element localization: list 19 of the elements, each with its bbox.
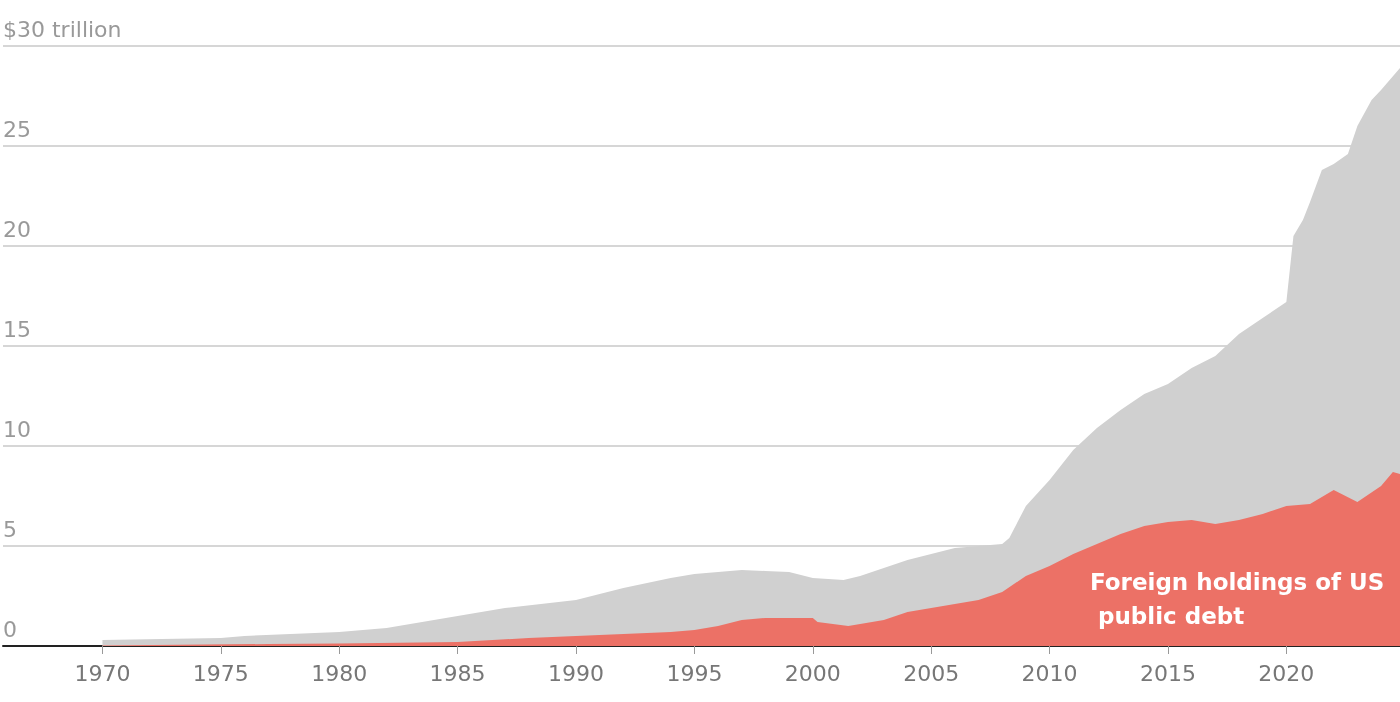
x-tick-label: 2005	[903, 660, 960, 686]
x-tick-label: 1980	[311, 660, 368, 686]
series-label: Foreign holdings of US public debt	[1090, 569, 1385, 629]
y-tick-label: 0	[3, 616, 17, 642]
x-tick-label: 2015	[1139, 660, 1196, 686]
x-tick-label: 1975	[192, 660, 249, 686]
y-tick-label: 20	[3, 216, 31, 242]
y-tick-label: 15	[3, 316, 31, 342]
y-tick-label: 5	[3, 516, 17, 542]
x-tick-label: 1985	[429, 660, 486, 686]
y-tick-label: 25	[3, 116, 31, 142]
x-tick-label: 1995	[666, 660, 723, 686]
y-tick-label: $30 trillion	[3, 16, 122, 42]
y-tick-label: 10	[3, 416, 31, 442]
x-tick-label: 2020	[1258, 660, 1315, 686]
x-tick-label: 1990	[548, 660, 605, 686]
x-tick-label: 1970	[74, 660, 131, 686]
x-tick-label: 2000	[784, 660, 841, 686]
x-tick-label: 2010	[1021, 660, 1078, 686]
